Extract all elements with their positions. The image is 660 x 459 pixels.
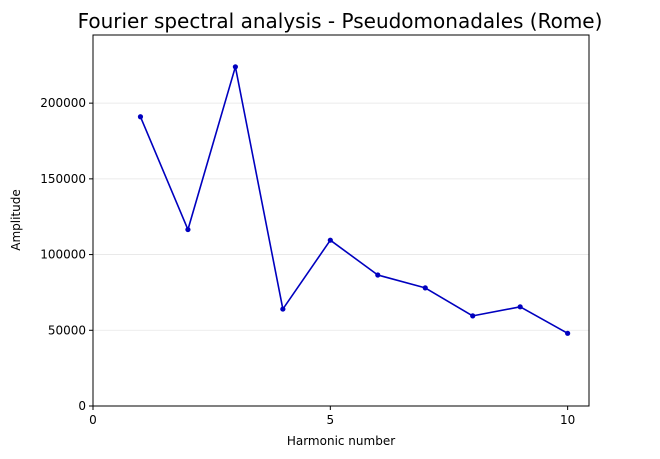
series-line — [139, 66, 569, 335]
data-point — [232, 64, 238, 70]
chart-title: Fourier spectral analysis - Pseudomonada… — [78, 9, 603, 33]
data-point — [185, 226, 191, 233]
data-point — [280, 306, 286, 312]
y-axis-ticks: 0 50000 100000 150000 200000 — [40, 96, 93, 413]
plot-frame — [92, 34, 590, 407]
y-tick-label: 0 — [78, 399, 86, 413]
x-axis-label: Harmonic number — [287, 434, 395, 448]
y-tick-label: 200000 — [40, 96, 86, 110]
y-axis-label: Amplitude — [9, 189, 23, 251]
y-tick-label: 50000 — [48, 323, 86, 337]
x-tick-label: 0 — [89, 413, 97, 427]
data-point — [565, 330, 571, 336]
data-point — [470, 313, 476, 319]
y-tick-label: 100000 — [40, 248, 86, 262]
x-tick-label: 5 — [327, 413, 335, 427]
y-tick-label: 150000 — [40, 172, 86, 186]
grid-lines — [93, 102, 589, 331]
x-tick-label: 10 — [560, 413, 575, 427]
data-point — [517, 304, 523, 310]
data-point — [137, 114, 144, 120]
data-point — [327, 237, 333, 243]
data-point — [422, 285, 428, 291]
data-point — [375, 272, 381, 278]
x-axis-ticks: 0 5 10 — [89, 406, 575, 427]
data-series — [137, 64, 571, 336]
